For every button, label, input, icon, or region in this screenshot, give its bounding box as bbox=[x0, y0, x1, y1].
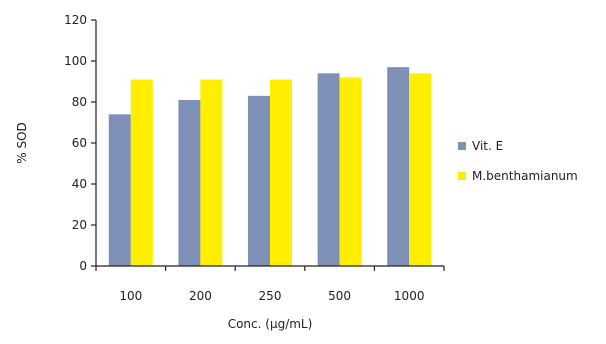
bar-m-benthamianum-200 bbox=[200, 79, 223, 266]
x-axis-title: Conc. (µg/mL) bbox=[228, 317, 313, 331]
y-tick-label: 0 bbox=[79, 259, 87, 273]
legend-label-vit-e: Vit. E bbox=[472, 139, 503, 153]
bar-vit-e-200 bbox=[178, 99, 201, 266]
y-tick-label: 20 bbox=[72, 218, 87, 232]
bar-m-benthamianum-100 bbox=[130, 79, 153, 266]
bar-vit-e-1000 bbox=[387, 67, 410, 267]
y-tick-label: 60 bbox=[72, 136, 87, 150]
bar-vit-e-500 bbox=[317, 73, 340, 266]
y-tick-label: 80 bbox=[72, 95, 87, 109]
y-axis-title: % SOD bbox=[15, 122, 29, 164]
bar-vit-e-250 bbox=[248, 95, 270, 266]
legend-swatch-m-benthamianum bbox=[458, 172, 466, 180]
x-tick-label: 100 bbox=[119, 289, 142, 303]
x-tick-label: 500 bbox=[328, 289, 351, 303]
legend-label-m-benthamianum: M.benthamianum bbox=[472, 169, 578, 183]
legend-swatch-vit-e bbox=[458, 142, 466, 150]
bar-vit-e-100 bbox=[108, 114, 131, 266]
legend: Vit. E M.benthamianum bbox=[458, 139, 578, 183]
bar-m-benthamianum-250 bbox=[270, 79, 292, 266]
x-ticks: 100 200 250 500 1000 bbox=[95, 266, 445, 303]
x-tick-label: 200 bbox=[189, 289, 212, 303]
bar-m-benthamianum-1000 bbox=[409, 73, 432, 266]
y-tick-label: 40 bbox=[72, 177, 87, 191]
bars-layer bbox=[108, 67, 432, 267]
x-tick-label: 1000 bbox=[394, 289, 425, 303]
bar-m-benthamianum-500 bbox=[339, 77, 362, 267]
y-tick-label: 100 bbox=[64, 54, 87, 68]
x-tick-label: 250 bbox=[259, 289, 282, 303]
y-ticks: 0 20 40 60 80 100 120 bbox=[64, 13, 96, 273]
y-tick-label: 120 bbox=[64, 13, 87, 27]
